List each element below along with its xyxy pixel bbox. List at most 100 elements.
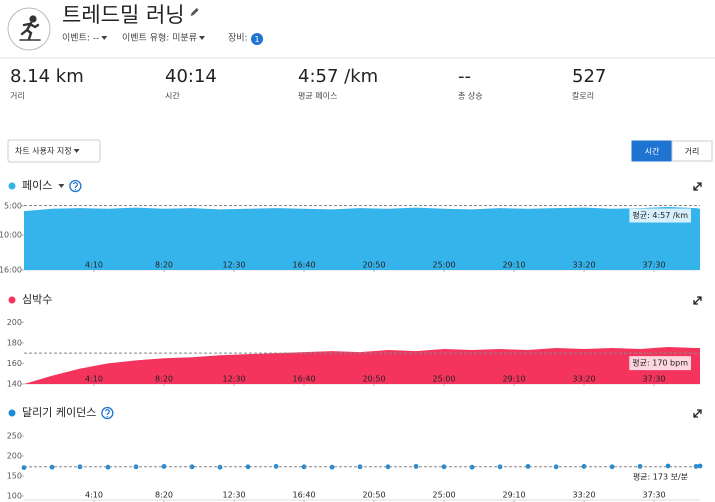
average-label: 평균: 4:57 /km — [632, 210, 688, 220]
dropdown-arrow[interactable] — [101, 36, 108, 40]
expand-icon[interactable] — [693, 409, 702, 418]
expand-icon[interactable] — [693, 296, 702, 305]
stat-value: -- — [458, 66, 471, 87]
event[interactable]: 이벤트: -- — [62, 33, 99, 44]
x-tick-label: 29:10 — [503, 261, 526, 270]
help-glyph — [104, 408, 110, 417]
y-tick-label: 10:00 — [0, 231, 22, 240]
customize-button[interactable] — [7, 139, 101, 163]
x-tick-label: 25:00 — [433, 375, 456, 384]
expand-icon[interactable] — [693, 182, 702, 191]
stat-value: 8.14 km — [10, 66, 84, 87]
cadence-point — [609, 464, 615, 470]
y-tick-label: 16:00 — [0, 266, 22, 275]
x-tick-label: 25:00 — [433, 491, 456, 500]
cadence-point — [105, 464, 111, 470]
average-label: 평균: 173 보/분 — [633, 471, 688, 481]
x-tick-label: 12:30 — [222, 261, 245, 270]
chart-title: 페이스 — [22, 179, 52, 192]
cadence-point — [245, 464, 251, 470]
x-tick-label: 4:10 — [85, 491, 103, 500]
x-tick-label: 12:30 — [222, 491, 245, 500]
help-icon[interactable] — [101, 406, 114, 420]
stat-label: 총 상승 — [458, 91, 483, 101]
metric-dropdown[interactable] — [58, 184, 65, 188]
area-series — [24, 207, 700, 270]
stat-value: 4:57 /km — [298, 66, 378, 87]
x-tick-label: 37:30 — [643, 491, 666, 500]
average-box — [629, 208, 691, 223]
x-tick-label: 20:50 — [363, 261, 386, 270]
activity-icon — [7, 7, 51, 51]
dropdown-arrow[interactable] — [199, 36, 205, 40]
x-tick-label: 33:20 — [573, 261, 596, 270]
gear-label: 장비: — [228, 33, 248, 44]
cadence-point — [697, 463, 703, 469]
x-tick-label: 4:10 — [85, 261, 103, 270]
average-label: 평균: 170 bpm — [632, 358, 688, 368]
chart-title: 달리기 케이던스 — [22, 406, 96, 419]
gear-badge[interactable] — [251, 33, 263, 45]
x-tick-label: 8:20 — [155, 261, 173, 270]
x-tick-label: 12:30 — [222, 375, 245, 384]
x-tick-label: 20:50 — [363, 491, 386, 500]
stat-label: 평균 페이스 — [298, 91, 337, 101]
cadence-point — [525, 464, 531, 469]
y-tick-label: 5:00 — [4, 201, 22, 210]
cadence-point — [21, 465, 27, 470]
y-tick-label: 140 — [7, 380, 22, 389]
gear-count: 1 — [254, 35, 259, 44]
toggle-label[interactable]: 시간 — [645, 146, 660, 156]
y-tick-label: 150 — [7, 472, 22, 481]
dropdown-arrow[interactable] — [73, 149, 80, 153]
x-tick-label: 25:00 — [433, 261, 456, 270]
average-box — [629, 356, 691, 371]
x-tick-label: 37:30 — [643, 261, 666, 270]
event-type[interactable]: 이벤트 유형: 미분류 — [122, 33, 197, 44]
y-tick-label: 100 — [7, 492, 22, 501]
x-tick-label: 8:20 — [155, 375, 173, 384]
stat-label: 시간 — [165, 91, 180, 101]
series-dot — [8, 296, 16, 304]
stat-label: 칼로리 — [572, 92, 594, 101]
series-dot — [8, 182, 16, 190]
x-tick-label: 16:40 — [293, 261, 316, 270]
average-box — [629, 469, 691, 484]
y-tick-label: 250 — [7, 432, 22, 441]
stat-value: 527 — [572, 66, 606, 87]
cadence-point — [385, 464, 391, 470]
x-tick-label: 33:20 — [573, 375, 596, 384]
x-tick-label: 37:30 — [643, 375, 666, 384]
edit-icon[interactable] — [190, 8, 199, 16]
y-tick-label: 160 — [7, 359, 22, 368]
series-dot — [8, 409, 16, 417]
x-tick-label: 33:20 — [573, 491, 596, 500]
help-glyph — [72, 181, 78, 190]
x-tick-label: 16:40 — [293, 491, 316, 500]
x-tick-label: 4:10 — [85, 375, 103, 384]
toggle-button[interactable] — [671, 140, 713, 162]
runner-icon — [19, 15, 41, 41]
x-tick-label: 8:20 — [155, 491, 173, 500]
x-tick-label: 16:40 — [293, 375, 316, 384]
cadence-point — [49, 464, 55, 470]
cadence-point — [189, 464, 195, 470]
stat-value: 40:14 — [165, 66, 217, 87]
x-tick-label: 29:10 — [503, 491, 526, 500]
y-tick-label: 180 — [7, 338, 22, 347]
stat-label: 거리 — [10, 92, 25, 101]
cadence-point — [665, 463, 671, 469]
cadence-point — [469, 464, 475, 470]
chart-title: 심박수 — [22, 293, 52, 306]
area-series — [24, 346, 700, 384]
activity-title: 트레드밀 러닝 — [62, 3, 185, 27]
x-tick-label: 20:50 — [363, 375, 386, 384]
y-tick-label: 200 — [7, 318, 22, 327]
x-tick-label: 29:10 — [503, 375, 526, 384]
help-icon[interactable] — [69, 179, 82, 193]
customize-label[interactable]: 차트 사용자 지정 — [15, 146, 72, 156]
cadence-point — [329, 464, 335, 470]
toggle-label[interactable]: 거리 — [685, 147, 700, 156]
y-tick-label: 200 — [7, 452, 22, 461]
